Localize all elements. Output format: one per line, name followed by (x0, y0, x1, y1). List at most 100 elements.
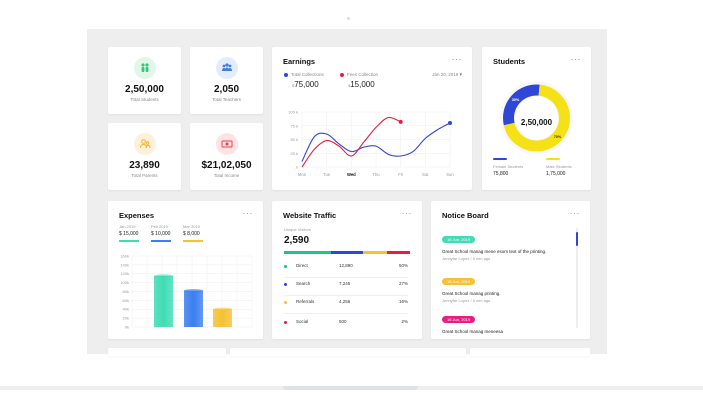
y-tick-label: 80k (123, 289, 129, 294)
notice-text: Great School manag meneesa (442, 329, 504, 334)
dot-icon (284, 321, 287, 324)
expense-col-mar: Mar 2019 $ 8,000 (183, 224, 203, 242)
traffic-segment-social (387, 251, 410, 254)
notice-item[interactable]: 16 Jun, 2019 Great School manag printing… (442, 270, 572, 303)
y-tick-label: 0 (296, 165, 299, 170)
traffic-row-social: Social 500 2% (284, 318, 408, 328)
y-tick-label: 120k (120, 271, 129, 276)
donut-slice-label: 70% (554, 135, 562, 139)
y-tick-label: 20k (123, 316, 129, 321)
expense-value: 8,000 (187, 231, 200, 237)
traffic-name: Referrals (296, 299, 315, 304)
male-students-legend: Male Students 1,75,000 (546, 158, 572, 177)
traffic-segment-direct (284, 251, 331, 254)
expense-underline (151, 240, 171, 242)
traffic-total: 2,590 (284, 235, 310, 246)
stat-card-parents[interactable]: 23,890 Total Parents (108, 123, 181, 190)
legend-value: 15,000 (350, 80, 375, 89)
series-line-fees-collection (301, 116, 401, 168)
traffic-name: Search (296, 281, 311, 286)
notice-time: 5 min ago (472, 298, 491, 303)
y-tick-label: 100k (120, 280, 129, 285)
notice-scrollbar-thumb[interactable] (576, 232, 578, 246)
legend-fees-collection: Fees Collection $15,000 (340, 72, 378, 89)
currency: $ (292, 83, 295, 88)
bottom-card-right (470, 348, 590, 356)
donut-slice-label: 30% (512, 98, 520, 102)
donut-center-value: 2,50,000 (520, 118, 553, 127)
stat-card-income[interactable]: $21,02,050 Total Income (190, 123, 263, 190)
expense-bar-top (154, 274, 173, 278)
more-menu-icon[interactable]: ··· (570, 54, 581, 64)
dot-icon (284, 301, 287, 304)
traffic-progress-bar (284, 251, 410, 254)
currency: $ (119, 231, 122, 237)
female-label: Female Students (493, 164, 524, 169)
notice-text: Great School manag printing. (442, 291, 501, 296)
chevron-down-icon: ▾ (459, 72, 462, 78)
traffic-value: 4,256 (339, 299, 351, 304)
traffic-name: Direct (296, 263, 308, 268)
earnings-chart: 100 k 75 k 50 k 25 k 0 Mon Tue Wed Thu Fri Sat Sun (288, 110, 454, 178)
date-filter[interactable]: Jan 20, 2019 ▾ (432, 72, 462, 78)
y-tick-label: 75 k (290, 123, 298, 128)
expense-month: Feb 2019 (151, 224, 168, 229)
expense-month: Mar 2019 (183, 224, 200, 229)
camera-dot (347, 17, 350, 20)
expense-col-feb: Feb 2019 $ 10,000 (151, 224, 171, 242)
money-icon (215, 133, 238, 155)
notice-item[interactable]: 16 Jun, 2019 Great School manag meneesa (442, 308, 572, 335)
traffic-subtitle: Unique Visitors (284, 227, 311, 232)
stat-card-students[interactable]: 2,50,000 Total Students (108, 47, 181, 114)
x-tick-label: Sun (446, 172, 454, 177)
traffic-value: 500 (339, 319, 347, 324)
male-label: Male Students (546, 164, 572, 169)
legend-value: 75,000 (294, 80, 319, 89)
bottom-card-middle (230, 348, 466, 356)
traffic-name: Social (296, 319, 309, 324)
traffic-row-referrals: Referrals 4,256 16% (284, 298, 408, 308)
legend-total-collections: Total Collections $75,000 (284, 72, 324, 89)
series-end-point (398, 119, 403, 124)
stat-label: Total Teachers (212, 97, 241, 102)
legend-label: Fees Collection (347, 72, 379, 77)
legend-label: Total Collections (291, 72, 324, 77)
series-end-point (448, 121, 452, 125)
notice-scrollbar[interactable] (576, 228, 578, 328)
stat-value: $21,02,050 (201, 160, 252, 171)
stat-value: 2,050 (213, 84, 240, 95)
notice-text: Great School manag mene esom text of the… (442, 249, 547, 254)
female-value: 75,800 (493, 171, 509, 177)
expense-underline (119, 240, 139, 242)
traffic-pct: 2% (401, 319, 408, 324)
notice-date-badge: 16 Jun, 2019 (442, 278, 476, 285)
traffic-row-direct: Direct 12,890 50% (284, 262, 408, 272)
more-menu-icon[interactable]: ··· (242, 208, 253, 218)
students-icon (133, 57, 156, 79)
x-tick-label: Fri (398, 172, 403, 177)
more-menu-icon[interactable]: ··· (569, 208, 580, 218)
divider (284, 277, 408, 278)
currency: $ (183, 231, 186, 237)
x-tick-label: Mon (298, 172, 307, 177)
notice-date-badge: 16 Jun, 2019 (442, 316, 476, 323)
notice-author: Jennyfar Lopez (442, 256, 470, 261)
notice-item[interactable]: 16 Jun, 2019 Great School manag mene eso… (442, 228, 572, 261)
divider (284, 313, 408, 314)
currency: $ (151, 231, 154, 237)
expense-month: Jan 2019 (119, 224, 136, 229)
notice-author: Jennyfar Lopez (442, 298, 470, 303)
x-tick-label: Sat (422, 172, 429, 177)
expenses-chart: 0k 20k 40k 60k 80k 100k 120k 140k 160k (120, 253, 253, 329)
traffic-value: 7,245 (339, 281, 351, 286)
y-tick-label: 160k (120, 253, 129, 258)
stat-card-teachers[interactable]: 2,050 Total Teachers (190, 47, 263, 114)
expense-bar-jan-2019 (154, 275, 173, 327)
more-menu-icon[interactable]: ··· (451, 54, 462, 64)
notice-time: 5 min ago (472, 256, 491, 261)
y-tick-label: 40k (123, 307, 129, 312)
more-menu-icon[interactable]: ··· (401, 208, 412, 218)
expense-bar-feb-2019 (184, 290, 203, 327)
expense-value: 10,000 (155, 231, 171, 237)
students-donut-chart: 30% 70% (500, 81, 573, 155)
